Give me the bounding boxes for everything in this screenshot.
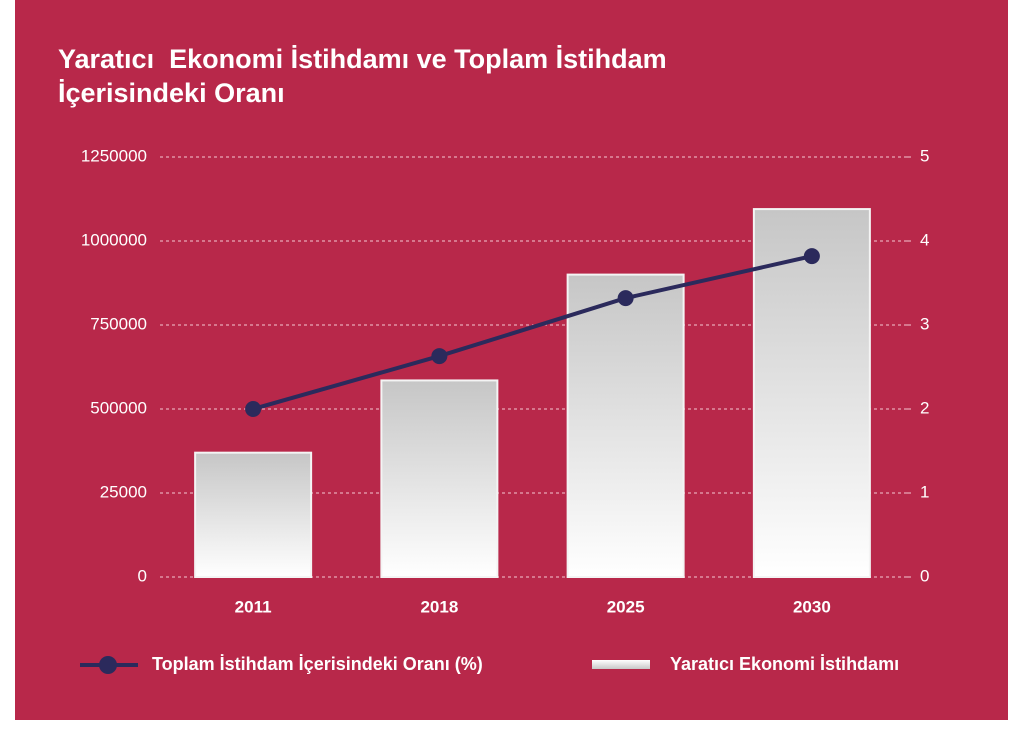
y-tick-label: 1000000 [81,230,147,249]
legend-marker [99,656,117,674]
bar [194,451,313,578]
y-tick-label: 1250000 [81,146,147,165]
legend-label: Toplam İstihdam İçerisindeki Oranı (%) [152,654,483,674]
point [431,348,448,365]
point [617,290,634,307]
point [803,248,820,265]
y-tick-label: 500000 [90,398,147,417]
chart-title: Yaratıcı Ekonomi İstihdamı ve Toplam İst… [58,44,675,108]
legend-label: Yaratıcı Ekonomi İstihdamı [670,654,899,674]
bar [380,379,499,578]
y2-tick-label: 5 [920,146,929,165]
y-tick-label: 0 [138,566,147,585]
y2-tick-label: 0 [920,566,929,585]
legend-swatch [592,660,650,669]
bar [566,273,685,578]
point [245,401,262,417]
x-tick-label: 2030 [793,597,831,616]
y-tick-label: 25000 [100,482,147,501]
x-tick-label: 2025 [607,597,645,616]
x-tick-label: 2011 [235,597,272,616]
y2-tick-label: 2 [920,398,929,417]
line [252,254,813,411]
bar [752,208,871,579]
x-tick-label: 2018 [420,597,458,616]
y-tick-label: 750000 [90,314,147,333]
y2-tick-label: 3 [920,314,929,333]
y2-tick-label: 1 [920,482,929,501]
y2-tick-label: 4 [920,230,929,249]
